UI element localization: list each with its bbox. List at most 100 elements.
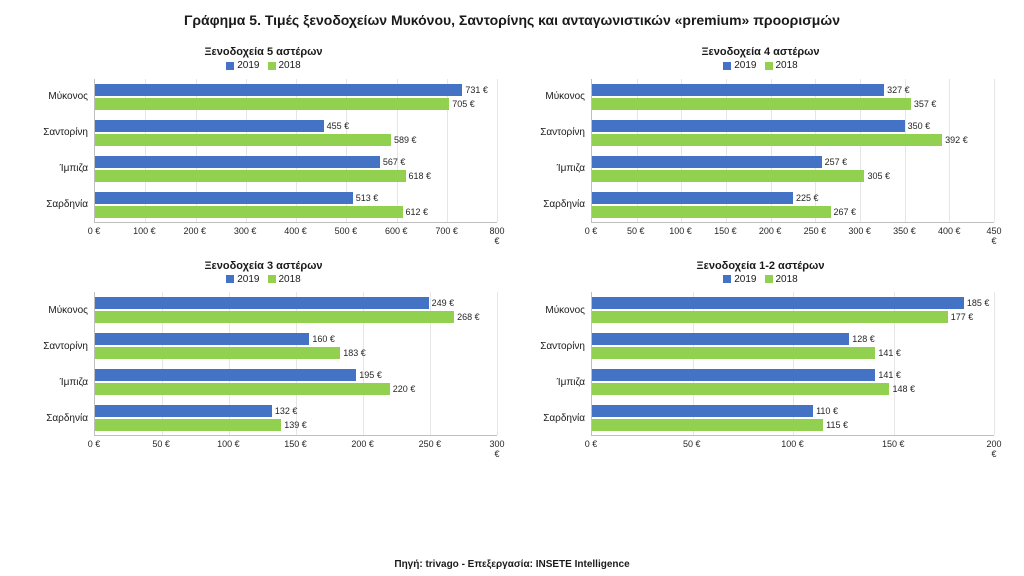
bar-2019: 567 € [95, 156, 380, 168]
bar-2018: 612 € [95, 206, 403, 218]
x-tick-label: 100 € [133, 226, 156, 236]
legend-swatch-2019 [226, 275, 234, 283]
legend-swatch-2019 [226, 62, 234, 70]
x-tick-label: 300 € [489, 439, 504, 459]
bar-group: 513 € 612 € [95, 187, 497, 223]
legend-label-2018: 2018 [279, 274, 301, 285]
x-tick-label: 200 € [183, 226, 206, 236]
legend-label-2019: 2019 [734, 60, 756, 71]
y-category-label: Σαντορίνη [30, 115, 88, 151]
x-axis-ticks: 0 €50 €100 €150 €200 €250 €300 € [94, 439, 497, 453]
x-tick-label: 200 € [351, 439, 374, 449]
bar-value-label: 195 € [356, 370, 382, 380]
y-axis-labels: ΜύκονοςΣαντορίνηΊμπιζαΣαρδηνία [30, 292, 94, 436]
x-tick-label: 0 € [585, 439, 598, 449]
y-category-label: Σαντορίνη [30, 328, 88, 364]
x-tick-label: 0 € [88, 439, 101, 449]
bar-2018: 220 € [95, 383, 390, 395]
y-category-label: Σαρδηνία [527, 400, 585, 436]
x-axis: 0 €50 €100 €150 €200 € [591, 439, 994, 453]
y-axis-labels: ΜύκονοςΣαντορίνηΊμπιζαΣαρδηνία [527, 292, 591, 436]
legend-label-2018: 2018 [776, 274, 798, 285]
bar-2018: 141 € [592, 347, 875, 359]
bar-group: 160 €183 € [95, 328, 497, 364]
chart-footer: Πηγή: trivago - Επεξεργασία: INSETE Inte… [0, 559, 1024, 570]
x-tick-label: 600 € [385, 226, 408, 236]
bar-group: 225 €267 € [592, 187, 994, 223]
chart-panel: Ξενοδοχεία 4 αστέρων20192018ΜύκονοςΣαντο… [527, 46, 994, 240]
bar-2018: 139 € [95, 419, 281, 431]
legend-item-2019: 2019 [226, 274, 259, 285]
bar-group: 185 €177 € [592, 292, 994, 328]
x-tick-label: 350 € [893, 226, 916, 236]
legend: 20192018 [527, 274, 994, 287]
x-tick-label: 400 € [284, 226, 307, 236]
bar-2019: 185 € [592, 297, 964, 309]
bar-value-label: 267 € [831, 207, 857, 217]
x-tick-label: 150 € [714, 226, 737, 236]
gridline [994, 79, 995, 222]
x-tick-label: 100 € [669, 226, 692, 236]
legend-item-2018: 2018 [268, 60, 301, 71]
legend-swatch-2018 [268, 275, 276, 283]
chart-panel: Ξενοδοχεία 3 αστέρων20192018ΜύκονοςΣαντο… [30, 260, 497, 454]
legend-label-2019: 2019 [237, 274, 259, 285]
y-category-label: Μύκονος [30, 292, 88, 328]
bar-group: 141 € 148 € [592, 364, 994, 400]
gridline [497, 292, 498, 435]
chart-body: ΜύκονοςΣαντορίνηΊμπιζαΣαρδηνία327 €357 €… [527, 79, 994, 223]
bar-value-label: 567 € [380, 157, 406, 167]
x-tick-label: 800 € [489, 226, 504, 246]
y-category-label: Μύκονος [30, 79, 88, 115]
legend-swatch-2019 [723, 275, 731, 283]
panel-title: Ξενοδοχεία 5 αστέρων [30, 46, 497, 58]
bar-value-label: 268 € [454, 312, 480, 322]
x-axis: 0 €50 €100 €150 €200 €250 €300 € [94, 439, 497, 453]
bar-value-label: 731 € [462, 85, 488, 95]
legend: 2019 2018 [527, 60, 994, 73]
bar-value-label: 513 € [353, 193, 379, 203]
y-category-label: Σαρδηνία [527, 187, 585, 223]
x-tick-label: 50 € [627, 226, 645, 236]
x-tick-label: 250 € [419, 439, 442, 449]
x-tick-label: 200 € [759, 226, 782, 236]
legend: 20192018 [30, 60, 497, 73]
legend-label-2018: 2018 [776, 60, 798, 71]
chart-main-title: Γράφημα 5. Τιμές ξενοδοχείων Μυκόνου, Σα… [30, 12, 994, 28]
bar-value-label: 357 € [911, 99, 937, 109]
bar-group: 350 € 392 € [592, 115, 994, 151]
chart-panel: Ξενοδοχεία 5 αστέρων 20192018 ΜύκονοςΣαντο… [30, 46, 497, 240]
y-category-label: Ίμπιζα [527, 151, 585, 187]
y-category-label: Ίμπιζα [527, 364, 585, 400]
x-axis-ticks: 0 €50 €100 €150 €200 € [591, 439, 994, 453]
bar-value-label: 327 € [884, 85, 910, 95]
y-category-label: Σαρδηνία [30, 400, 88, 436]
legend: 2019 2018 [30, 274, 497, 287]
bar-2019: 128 € [592, 333, 849, 345]
bar-2019: 350 € [592, 120, 905, 132]
bar-value-label: 392 € [942, 135, 968, 145]
plot-area: 731 €705 €455 €589 €567 €618 €513 €612 € [94, 79, 497, 223]
x-tick-label: 400 € [938, 226, 961, 236]
x-tick-label: 250 € [804, 226, 827, 236]
x-tick-label: 300 € [234, 226, 257, 236]
bar-value-label: 110 € [813, 406, 838, 416]
bar-value-label: 141 € [875, 348, 901, 358]
bar-group: 567 €618 € [95, 151, 497, 187]
bar-2019: 257 € [592, 156, 822, 168]
y-axis-labels: ΜύκονοςΣαντορίνηΊμπιζαΣαρδηνία [30, 79, 94, 223]
x-axis: 0 €50 €100 €150 €200 €250 €300 €350 €400… [591, 226, 994, 240]
chart-body: ΜύκονοςΣαντορίνηΊμπιζαΣαρδηνία249 €268 €… [30, 292, 497, 436]
bar-2019: 513 € [95, 192, 353, 204]
bar-2019: 195 € [95, 369, 356, 381]
y-category-label: Μύκονος [527, 292, 585, 328]
bar-value-label: 455 € [324, 121, 350, 131]
x-tick-label: 150 € [882, 439, 905, 449]
bar-group: 195 € 220 € [95, 364, 497, 400]
x-tick-label: 0 € [585, 226, 598, 236]
bar-value-label: 141 € [875, 370, 901, 380]
legend-swatch-2018 [765, 62, 773, 70]
bar-value-label: 350 € [905, 121, 931, 131]
bar-2018: 148 € [592, 383, 889, 395]
bar-value-label: 705 € [449, 99, 475, 109]
